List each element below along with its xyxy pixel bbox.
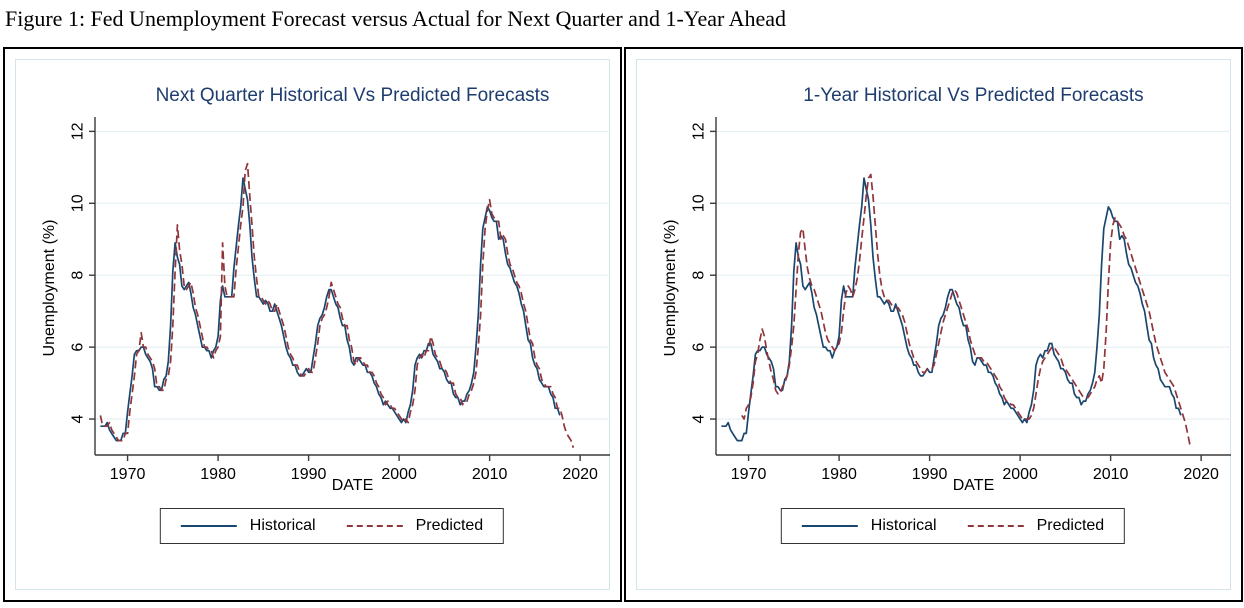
graph-region-border xyxy=(15,59,610,590)
panel-one-year: 4 6 8 10 12 1970 1980 1990 2000 2010 2020 1-Year H… xyxy=(624,47,1243,602)
y-axis-label: Unemployment (%) xyxy=(662,219,679,357)
y-tick-label-12: 12 xyxy=(70,122,87,140)
legend: Historical Predicted xyxy=(780,508,1126,544)
legend-label-historical: Historical xyxy=(249,517,316,534)
x-tick-label-1990: 1990 xyxy=(912,466,948,483)
y-tick-label-8: 8 xyxy=(70,271,87,280)
y-tick-label-6: 6 xyxy=(691,343,708,352)
legend-label-predicted: Predicted xyxy=(415,517,484,534)
y-tick-label-10: 10 xyxy=(691,194,708,212)
y-tick-label-4: 4 xyxy=(70,414,87,423)
one-year-plot-area: 4 6 8 10 12 1970 1980 1990 2000 2010 2020 xyxy=(691,117,1231,483)
x-tick-label-2000: 2000 xyxy=(381,466,417,483)
next-quarter-plot-area: 4 6 8 10 12 1970 1980 1990 2000 2010 2020 xyxy=(70,117,610,483)
y-tick-label-12: 12 xyxy=(691,122,708,140)
x-tick-label-2000: 2000 xyxy=(1002,466,1038,483)
y-tick-label-4: 4 xyxy=(691,414,708,423)
historical-line-sample xyxy=(801,525,858,527)
historical-line xyxy=(100,177,561,442)
graph-region-border xyxy=(636,59,1231,590)
x-tick-label-1970: 1970 xyxy=(731,466,767,483)
y-tick-label-6: 6 xyxy=(70,343,87,352)
predicted-line-sample xyxy=(346,525,403,527)
x-tick-label-2010: 2010 xyxy=(1093,466,1129,483)
x-tick-label-1980: 1980 xyxy=(200,466,236,483)
x-tick-label-2010: 2010 xyxy=(472,466,508,483)
y-tick-label-8: 8 xyxy=(691,271,708,280)
x-tick-label-2020: 2020 xyxy=(562,466,598,483)
y-tick-label-10: 10 xyxy=(70,194,87,212)
historical-line xyxy=(721,177,1182,442)
legend-label-historical: Historical xyxy=(870,517,937,534)
y-axis-label: Unemployment (%) xyxy=(41,219,58,357)
legend-label-predicted: Predicted xyxy=(1036,517,1105,534)
historical-line-sample xyxy=(180,525,237,527)
x-axis-label: DATE xyxy=(952,477,995,494)
legend: Historical Predicted xyxy=(159,508,505,544)
x-tick-label-1980: 1980 xyxy=(821,466,857,483)
predicted-line-sample xyxy=(967,525,1024,527)
x-tick-label-1970: 1970 xyxy=(110,466,146,483)
next-quarter-chart-title: Next Quarter Historical Vs Predicted For… xyxy=(155,85,550,106)
x-tick-label-2020: 2020 xyxy=(1183,466,1219,483)
predicted-line xyxy=(741,173,1193,449)
x-axis-label: DATE xyxy=(331,477,374,494)
figure-caption: Figure 1: Fed Unemployment Forecast vers… xyxy=(5,6,787,31)
one-year-chart-title: 1-Year Historical Vs Predicted Forecasts xyxy=(803,85,1144,106)
predicted-line xyxy=(99,162,575,449)
x-tick-label-1990: 1990 xyxy=(291,466,327,483)
panel-next-quarter: 4 6 8 10 12 1970 1980 1990 2000 2010 2020 Next Qua… xyxy=(3,47,622,602)
